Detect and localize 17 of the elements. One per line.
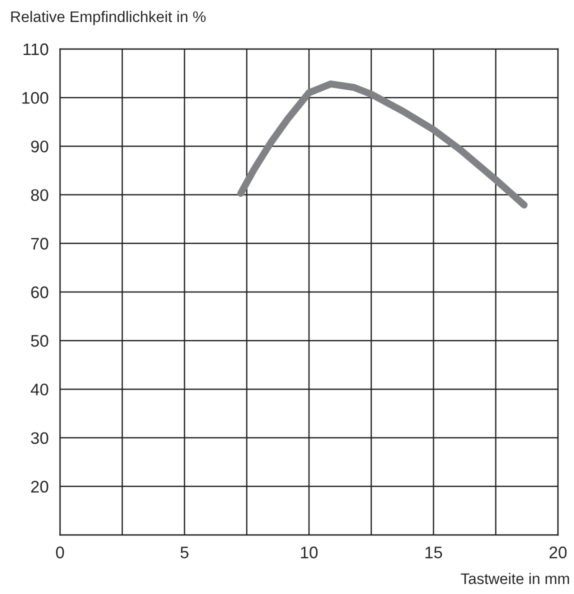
y-tick-label: 110 [24, 43, 48, 56]
y-tick-label: 100 [22, 92, 48, 104]
y-tick-label: 80 [31, 189, 48, 202]
y-axis-title: Relative Empfindlichkeit in % [11, 10, 206, 26]
x-axis-title: Tastweite in mm [460, 572, 569, 584]
y-tick-label: 50 [31, 335, 48, 347]
y-tick-label: 90 [31, 140, 48, 152]
x-tick-label: 15 [426, 546, 442, 558]
x-tick-label: 10 [301, 546, 318, 558]
x-tick-label: 0 [56, 546, 64, 558]
y-tick-label: 20 [31, 480, 48, 493]
y-tick-label: 30 [30, 432, 48, 444]
y-tick-label: 40 [30, 384, 48, 396]
x-tick-label: 5 [180, 546, 188, 558]
y-tick-label: 70 [31, 238, 48, 250]
y-tick-label: 60 [31, 286, 48, 298]
x-tick-label: 20 [550, 546, 567, 558]
